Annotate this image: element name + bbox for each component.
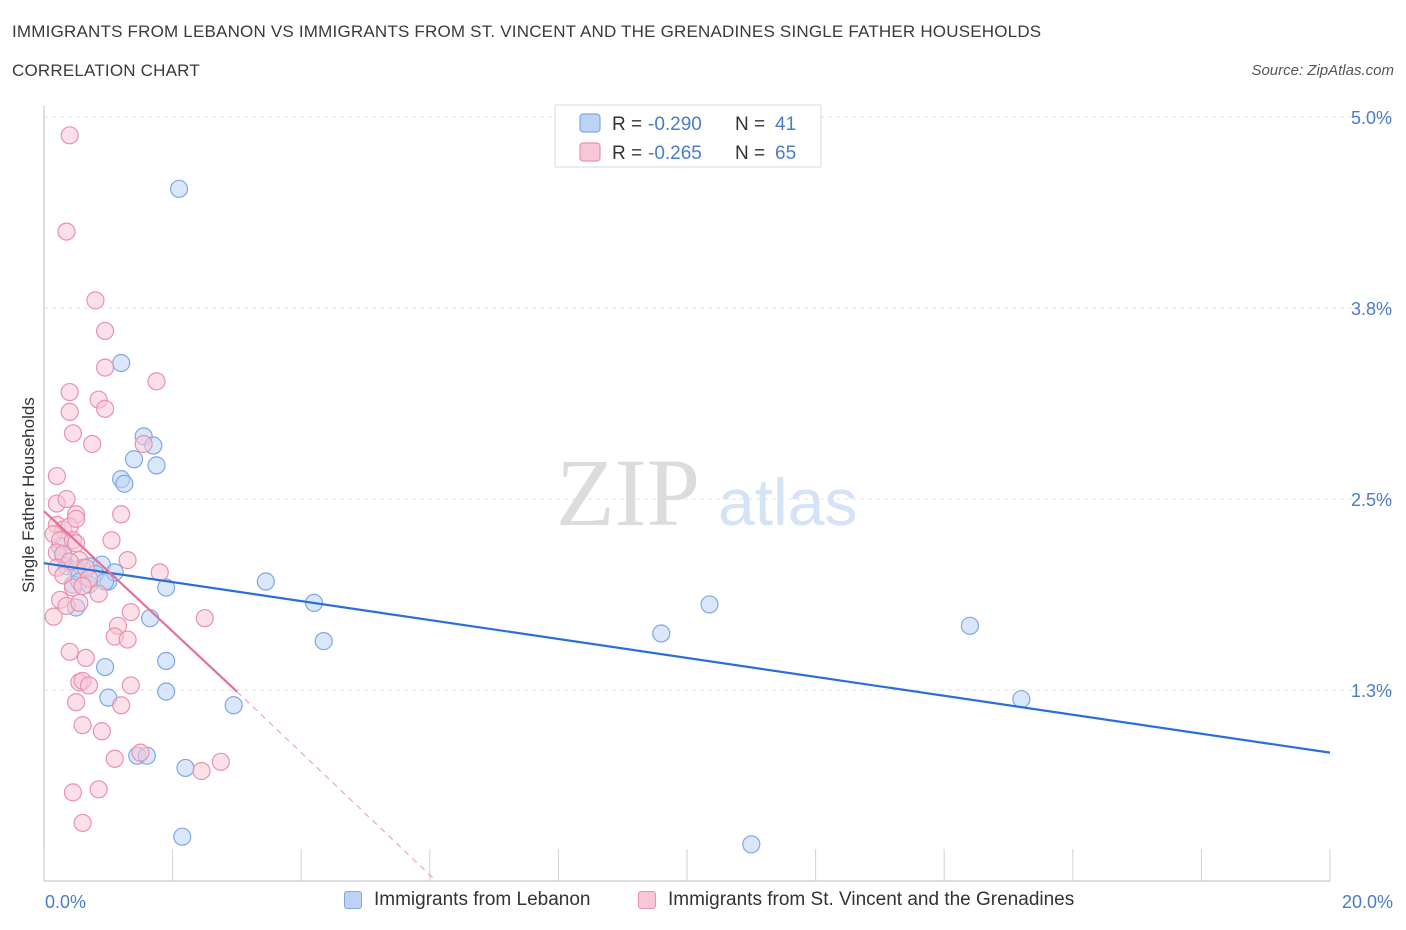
point-stvincent-58 bbox=[92, 722, 111, 741]
point-stvincent-8 bbox=[95, 399, 115, 418]
point-lebanon-28 bbox=[157, 651, 176, 671]
point-stvincent-59 bbox=[131, 743, 150, 762]
point-lebanon-31 bbox=[157, 682, 176, 701]
point-stvincent-63 bbox=[63, 783, 83, 802]
series-stvincent bbox=[44, 126, 230, 833]
legend-swatch-lebanon bbox=[579, 113, 601, 133]
point-stvincent-26 bbox=[102, 531, 121, 550]
point-lebanon-40 bbox=[1012, 690, 1031, 709]
point-stvincent-13 bbox=[47, 466, 66, 486]
y-tick-label-1: 2.5% bbox=[1351, 490, 1392, 510]
point-lebanon-25 bbox=[314, 632, 333, 651]
point-stvincent-60 bbox=[105, 749, 124, 768]
point-lebanon-5 bbox=[124, 450, 144, 469]
point-lebanon-32 bbox=[224, 696, 243, 715]
point-lebanon-7 bbox=[115, 474, 134, 493]
point-stvincent-49 bbox=[60, 642, 79, 661]
point-lebanon-4 bbox=[147, 456, 166, 475]
point-stvincent-64 bbox=[89, 780, 108, 799]
point-stvincent-15 bbox=[57, 489, 76, 509]
point-stvincent-42 bbox=[70, 593, 89, 613]
point-lebanon-29 bbox=[95, 657, 115, 677]
bottom-legend: Immigrants from Lebanon Immigrants from … bbox=[0, 889, 1406, 917]
point-stvincent-3 bbox=[95, 321, 115, 341]
series-lebanon bbox=[50, 179, 1031, 854]
y-tick-label-0: 1.3% bbox=[1351, 681, 1392, 701]
point-lebanon-37 bbox=[652, 624, 671, 643]
legend-swatch-stvincent bbox=[579, 142, 601, 162]
point-stvincent-21 bbox=[67, 509, 86, 528]
point-stvincent-2 bbox=[86, 291, 105, 310]
legend-n-value-lebanon: 41 bbox=[775, 114, 796, 135]
point-stvincent-0 bbox=[60, 126, 79, 145]
point-stvincent-17 bbox=[112, 505, 131, 524]
y-tick-label-3: 5.0% bbox=[1351, 108, 1392, 128]
bottom-legend-item-lebanon[interactable]: Immigrants from Lebanon bbox=[344, 889, 591, 911]
point-stvincent-43 bbox=[121, 602, 140, 622]
point-stvincent-39 bbox=[89, 584, 108, 603]
legend-n-value-stvincent: 65 bbox=[775, 143, 796, 164]
point-lebanon-41 bbox=[742, 835, 761, 854]
x-tick-label-max: 20.0% bbox=[1342, 892, 1393, 912]
point-stvincent-1 bbox=[57, 222, 76, 241]
point-lebanon-27 bbox=[140, 609, 160, 628]
chart-subtitle: CORRELATION CHART bbox=[12, 61, 200, 80]
legend-n-label-lebanon: N = bbox=[735, 114, 765, 135]
legend-n-label-stvincent: N = bbox=[735, 143, 765, 164]
point-stvincent-55 bbox=[67, 693, 86, 712]
correlation-legend: R = -0.290 N = 41 R = -0.265 N = 65 bbox=[554, 104, 822, 168]
source-label: Source: ZipAtlas.com bbox=[1251, 62, 1394, 79]
point-stvincent-62 bbox=[192, 761, 211, 781]
point-stvincent-5 bbox=[147, 372, 166, 391]
legend-r-value-stvincent: -0.265 bbox=[648, 143, 702, 164]
point-stvincent-38 bbox=[73, 576, 92, 596]
legend-r-label-lebanon: R = bbox=[612, 114, 642, 135]
point-stvincent-9 bbox=[60, 402, 79, 422]
point-lebanon-35 bbox=[176, 758, 195, 778]
point-lebanon-1 bbox=[112, 353, 131, 373]
trend-line-lebanon-0 bbox=[43, 562, 1331, 754]
point-stvincent-48 bbox=[118, 630, 137, 649]
watermark-zip: ZIP bbox=[556, 439, 700, 546]
y-axis-label: Single Father Households bbox=[19, 397, 38, 593]
point-stvincent-10 bbox=[63, 424, 83, 443]
point-stvincent-6 bbox=[60, 382, 79, 402]
point-stvincent-44 bbox=[44, 607, 63, 626]
point-stvincent-50 bbox=[76, 648, 95, 668]
point-stvincent-57 bbox=[73, 716, 92, 735]
legend-label-lebanon: Immigrants from Lebanon bbox=[374, 889, 591, 910]
legend-swatch-stvincent bbox=[638, 891, 656, 909]
point-stvincent-61 bbox=[211, 752, 230, 771]
point-lebanon-38 bbox=[700, 595, 719, 614]
point-lebanon-39 bbox=[960, 616, 980, 635]
point-stvincent-30 bbox=[118, 551, 137, 570]
point-stvincent-65 bbox=[73, 813, 92, 833]
watermark-atlas: atlas bbox=[718, 465, 857, 539]
point-stvincent-53 bbox=[79, 676, 99, 695]
legend-r-value-lebanon: -0.290 bbox=[648, 114, 702, 135]
point-stvincent-46 bbox=[195, 609, 214, 628]
legend-swatch-lebanon bbox=[344, 891, 362, 909]
bottom-legend-item-stvincent[interactable]: Immigrants from St. Vincent and the Gren… bbox=[638, 889, 1074, 911]
point-lebanon-36 bbox=[173, 827, 192, 846]
point-lebanon-0 bbox=[169, 179, 189, 198]
point-stvincent-11 bbox=[83, 434, 102, 454]
x-tick-label-min: 0.0% bbox=[45, 892, 86, 912]
point-stvincent-12 bbox=[134, 434, 153, 454]
legend-r-label-stvincent: R = bbox=[612, 143, 642, 164]
chart-title: IMMIGRANTS FROM LEBANON VS IMMIGRANTS FR… bbox=[12, 22, 1042, 41]
trend-line-stvincent-dashed-2 bbox=[236, 691, 437, 882]
point-stvincent-56 bbox=[112, 696, 131, 715]
trend-line-stvincent-1 bbox=[43, 510, 238, 693]
point-lebanon-22 bbox=[157, 578, 176, 597]
point-lebanon-23 bbox=[256, 572, 275, 591]
y-tick-label-2: 3.8% bbox=[1351, 299, 1392, 319]
legend-label-stvincent: Immigrants from St. Vincent and the Gren… bbox=[668, 889, 1075, 910]
point-stvincent-4 bbox=[95, 358, 115, 377]
point-stvincent-54 bbox=[121, 676, 140, 695]
